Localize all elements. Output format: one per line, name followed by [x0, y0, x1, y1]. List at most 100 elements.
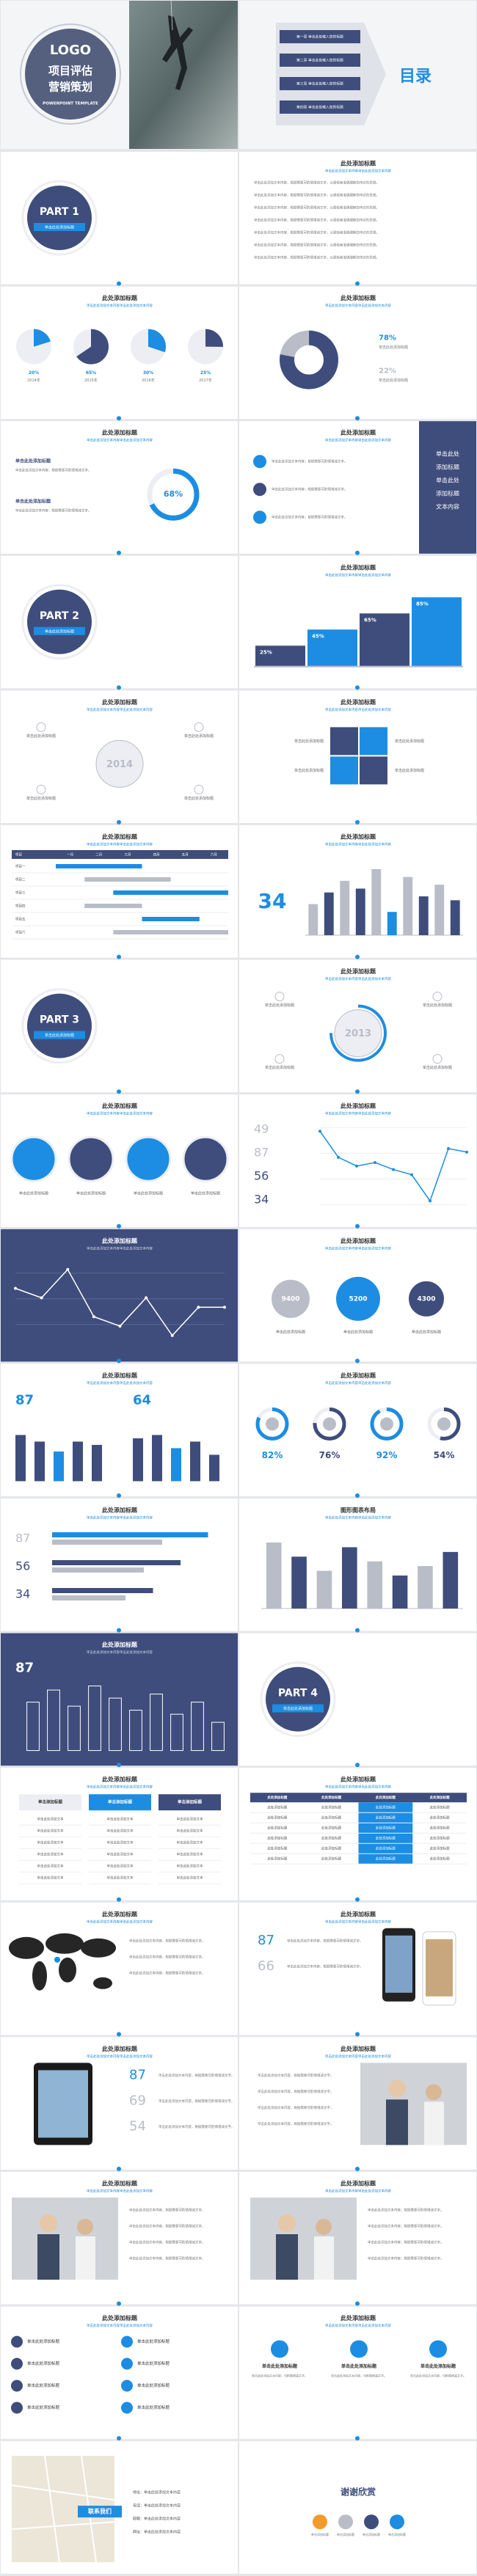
point: [429, 1199, 432, 1203]
slide-marker: [117, 1089, 121, 1094]
bar: [73, 1441, 83, 1482]
bar: [291, 1556, 307, 1609]
paragraph: 单击此处添加文本内容，可酌情增减文字。: [410, 2374, 466, 2378]
paragraph: 单击此处添加文本内容，根据需要可酌情增减文字。: [159, 2124, 235, 2129]
slide-marker: [355, 550, 360, 555]
icon: [11, 2379, 23, 2392]
slide-subtitle: 单击此处添加文本内容单击此处添加文本内容: [325, 1380, 391, 1386]
gantt-bar: [84, 877, 171, 882]
photo: [360, 2063, 467, 2145]
bar: [92, 1444, 102, 1482]
column-row: 单击此处添加文本: [37, 1829, 64, 1834]
icon: [274, 1054, 285, 1064]
icon: [194, 784, 204, 794]
big-number: 34: [254, 1193, 269, 1207]
cover-circle: [25, 29, 116, 120]
icon: [274, 992, 285, 1002]
slide-marker: [117, 1897, 121, 1902]
big-number: 87: [258, 1933, 274, 1948]
slide-title: 此处添加标题: [102, 1102, 138, 1110]
column-header: [89, 1794, 151, 1811]
contact-tag: [78, 2506, 122, 2518]
slide-background: [1, 2306, 238, 2440]
paragraph: 单击此处添加文本内容，根据需要可酌情增减文字。: [129, 2240, 205, 2245]
bar: [450, 900, 460, 935]
column-row: 单击此处添加文本: [107, 1876, 134, 1881]
cover-title: 营销策划: [48, 81, 92, 94]
photo: [250, 2198, 357, 2280]
bar: [133, 1438, 143, 1482]
slide: PART 2 单击此处添加标题: [1, 555, 238, 690]
paragraph: 单击此处添加文本内容，根据需要可酌情增减文字。: [368, 2224, 444, 2229]
paragraph: 单击此处添加文本内容，根据需要可酌情增减文字。: [272, 459, 348, 464]
bar: [316, 1570, 332, 1609]
slide-title: 此处添加标题: [102, 1237, 138, 1244]
value-label: 25%: [260, 649, 272, 655]
bar: [418, 896, 429, 935]
point: [410, 1173, 413, 1177]
slide-title: 此处添加标题: [341, 2180, 376, 2187]
table-header: [250, 1793, 467, 1803]
column-title: 单击添加标题: [178, 1799, 203, 1805]
year-label: 单击此处添加标题: [265, 1065, 294, 1070]
table-header: [12, 850, 228, 859]
slide-title: 此处添加标题: [102, 1641, 138, 1648]
value-label: 92%: [376, 1450, 398, 1460]
bar: [308, 904, 318, 935]
photo-figure: [40, 2214, 57, 2232]
circle-label: 单击此处添加标题: [76, 1191, 106, 1196]
part-ring: [21, 988, 98, 1064]
bar: [129, 1710, 142, 1752]
contents-item-box: [280, 100, 360, 114]
table-header-cell: 三月: [124, 853, 131, 857]
icon: [11, 2335, 23, 2348]
bar: [170, 1713, 183, 1752]
slide-subtitle: 单击此处添加文本内容单击此处添加文本内容: [87, 842, 153, 847]
bar: [371, 869, 382, 935]
slide: PART 1 单击此处添加标题: [1, 152, 238, 286]
bar: [54, 1451, 64, 1482]
feature-circle: [182, 1135, 229, 1182]
point: [223, 1306, 226, 1309]
table-header-cell: 六月: [211, 852, 217, 857]
slide-marker: [355, 416, 360, 421]
arc: [313, 1407, 346, 1441]
bar: [26, 1702, 40, 1752]
paragraph: 单击此处添加文本内容，根据需要可酌情增减文字。: [159, 2073, 235, 2078]
phone-screen: [385, 1935, 412, 1993]
value-label: 22%: [379, 367, 396, 376]
list-item: 单击此处添加标题: [27, 2404, 60, 2410]
part-number: PART 1: [40, 206, 79, 218]
bar: [52, 1595, 125, 1600]
year-circle: [95, 739, 144, 788]
baseline: [254, 665, 463, 667]
column-title: 单击此处添加标题: [420, 2363, 456, 2369]
icon: [432, 1054, 443, 1064]
arc: [16, 329, 51, 365]
icon: [350, 2340, 368, 2358]
contents-item-box: [280, 77, 360, 90]
slide-subtitle: 单击此处添加文本内容单击此处添加文本内容: [325, 1919, 391, 1924]
slide-subtitle: 单击此处添加文本内容单击此处添加文本内容: [87, 303, 153, 308]
slide: 此处添加标题单击此处添加文本内容单击此处添加文本内容单击此处添加标题单击此处添加…: [239, 2306, 476, 2441]
column-title: 单击添加标题: [38, 1799, 63, 1805]
table-cell: 此处添加标题: [376, 1826, 396, 1831]
slide-subtitle: 单击此处添加文本内容单击此处添加文本内容: [87, 707, 153, 712]
contents-item: 第四章 单击此处输入您的标题: [296, 105, 343, 110]
bar: [403, 877, 413, 935]
column-row: 单击此处添加文本: [37, 1840, 64, 1845]
slide-title: 此处添加标题: [341, 160, 376, 167]
table-cell: 此处添加标题: [430, 1846, 450, 1851]
slide-marker: [355, 281, 360, 286]
slide-marker: [355, 2032, 360, 2037]
slide-marker: [117, 954, 121, 959]
contents-item-box: [280, 54, 360, 67]
bar: [52, 1567, 144, 1573]
table-cell: 此处添加标题: [267, 1815, 287, 1821]
slide-title: 此处添加标题: [102, 429, 138, 436]
part-circle: [27, 186, 92, 250]
paragraph: 单击此处添加文本内容，根据需要可酌情增减文字。: [129, 1938, 205, 1943]
slide-marker: [117, 820, 121, 824]
